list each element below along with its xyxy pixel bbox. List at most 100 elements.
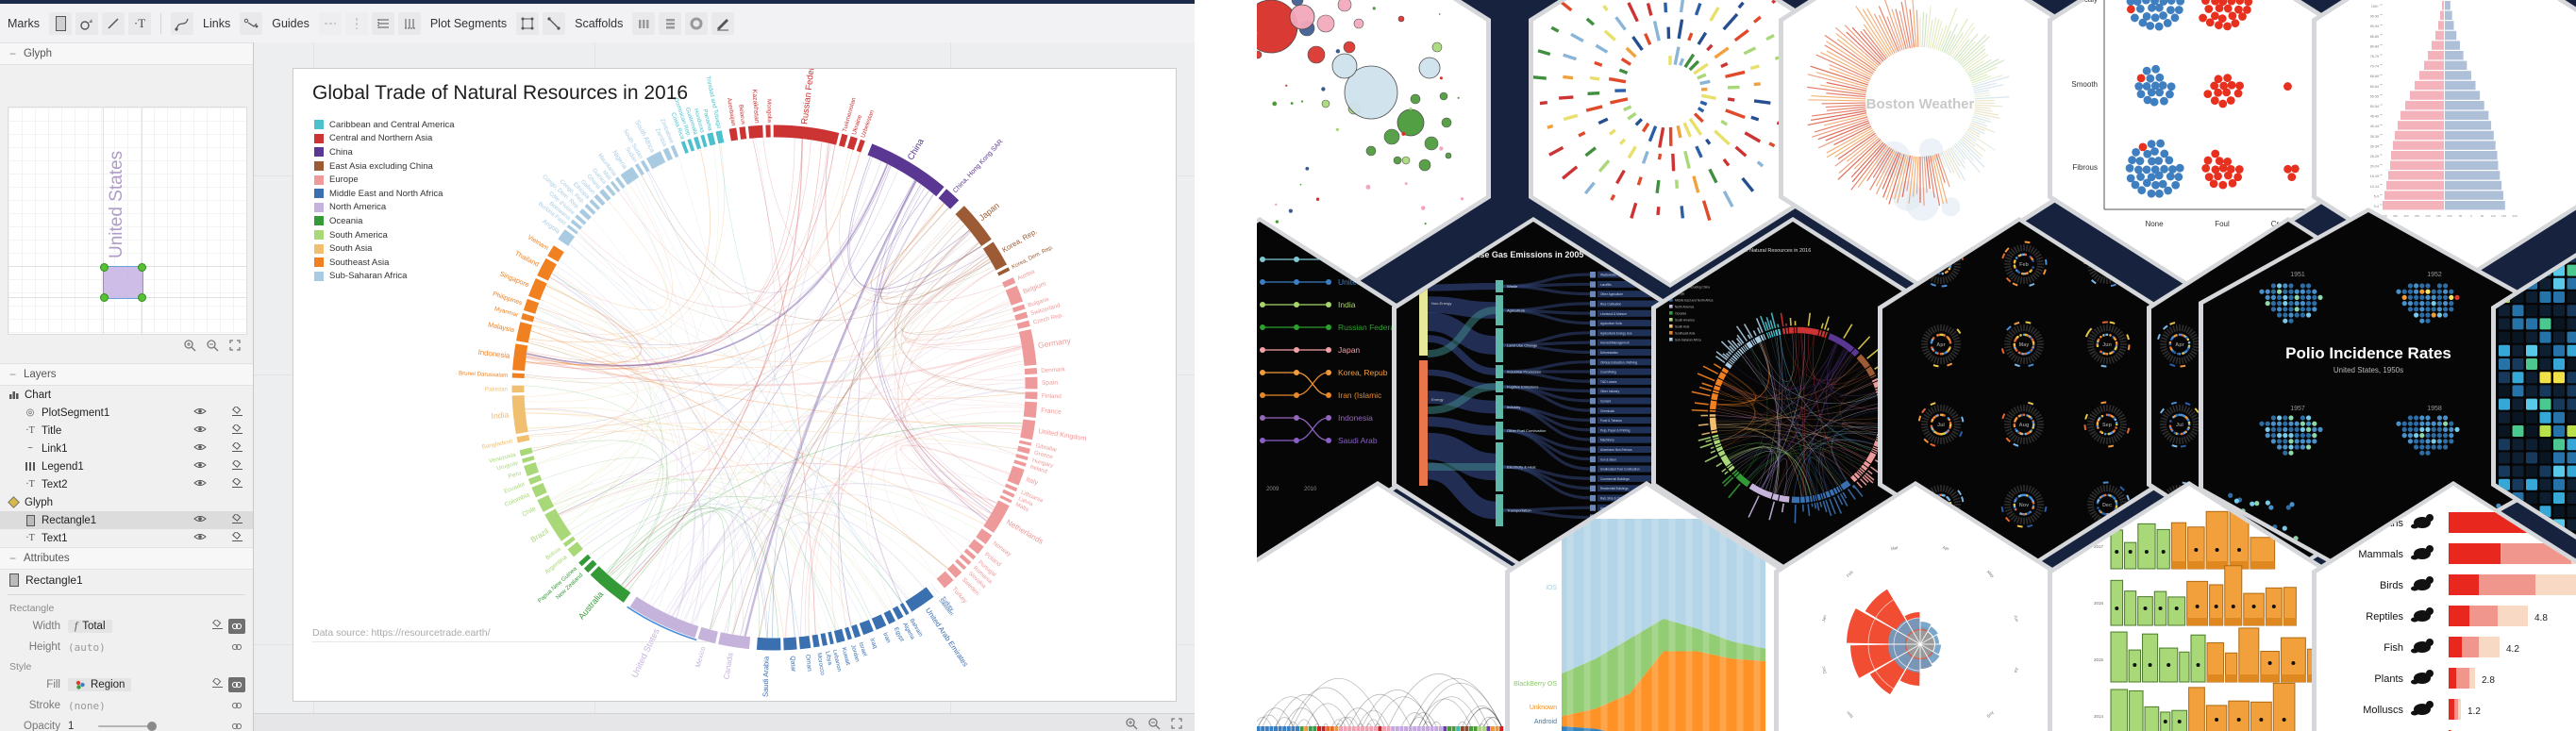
chart-page[interactable]: Global Trade of Natural Resources in 201… bbox=[293, 68, 1177, 702]
layer-row-plotsegment1[interactable]: ◎ PlotSegment1 bbox=[0, 404, 253, 422]
svg-text:Mexico: Mexico bbox=[694, 646, 708, 669]
eraser-icon[interactable] bbox=[231, 476, 243, 491]
visible-eye-icon[interactable] bbox=[193, 424, 207, 437]
data-source-text[interactable]: Data source: https://resourcetrade.earth… bbox=[312, 627, 709, 642]
eraser-icon[interactable] bbox=[211, 618, 224, 633]
visible-eye-icon[interactable] bbox=[193, 514, 207, 526]
legend-item[interactable]: China bbox=[314, 145, 455, 159]
eraser-icon[interactable] bbox=[231, 458, 243, 473]
width-binding-pill[interactable]: f Total bbox=[68, 620, 112, 633]
resize-handle[interactable] bbox=[100, 263, 109, 272]
guide-x-button[interactable] bbox=[318, 11, 342, 35]
visible-eye-icon[interactable] bbox=[193, 532, 207, 544]
svg-text:United Arab Emirates: United Arab Emirates bbox=[924, 606, 970, 669]
bind-data-icon[interactable] bbox=[228, 698, 245, 713]
layer-row-text2[interactable]: ·T Text2 bbox=[0, 475, 253, 493]
visible-eye-icon[interactable] bbox=[193, 460, 207, 473]
bind-data-icon[interactable] bbox=[228, 719, 245, 731]
bind-data-icon[interactable] bbox=[228, 640, 245, 655]
glyph-text-mark[interactable]: United States bbox=[107, 150, 126, 258]
layer-row-rectangle1[interactable]: Rectangle1 bbox=[0, 511, 253, 529]
visible-eye-icon[interactable] bbox=[193, 442, 207, 455]
visible-eye-icon[interactable] bbox=[193, 478, 207, 490]
svg-text:150: 150 bbox=[2436, 214, 2441, 218]
line-icon bbox=[108, 17, 119, 29]
scaffold-polar-button[interactable] bbox=[685, 11, 709, 35]
toolbar: Marks ·T Links Guides Plot Segments Scaf… bbox=[0, 4, 1195, 43]
bind-data-icon[interactable] bbox=[228, 677, 245, 692]
resize-handle[interactable] bbox=[138, 263, 146, 272]
svg-text:Azerbaijan: Azerbaijan bbox=[726, 97, 737, 126]
mark-line-button[interactable] bbox=[102, 11, 125, 35]
zoom-fit-icon[interactable] bbox=[228, 339, 242, 352]
legend-item[interactable]: Central and Northern Asia bbox=[314, 132, 455, 146]
eraser-icon[interactable] bbox=[231, 405, 243, 420]
legend-item[interactable]: Europe bbox=[314, 173, 455, 187]
guide-coordinator-v-button[interactable] bbox=[397, 11, 421, 35]
gallery-tile-sankey[interactable]: World Greenhouse Gas Emissions in 2005 T… bbox=[1397, 222, 1670, 571]
scaffold-curve-button[interactable] bbox=[711, 11, 735, 35]
zoom-out-icon[interactable] bbox=[1147, 717, 1161, 730]
eraser-icon[interactable] bbox=[231, 423, 243, 438]
slider-knob[interactable] bbox=[147, 722, 158, 731]
legend-item[interactable]: North America bbox=[314, 201, 455, 215]
legend-item[interactable]: Middle East and North Africa bbox=[314, 187, 455, 201]
mark-symbol-button[interactable] bbox=[75, 11, 99, 35]
zoom-in-icon[interactable] bbox=[1125, 717, 1138, 730]
plot-segment-line-button[interactable] bbox=[543, 11, 566, 35]
stroke-value[interactable]: (none) bbox=[68, 699, 106, 712]
layers-section-header[interactable]: − Layers bbox=[0, 363, 253, 386]
chart-legend[interactable]: Caribbean and Central America Central and… bbox=[314, 118, 455, 283]
legend-item[interactable]: South America bbox=[314, 228, 455, 242]
collapse-icon: − bbox=[9, 552, 17, 565]
glyph-section-header[interactable]: − Glyph bbox=[0, 42, 253, 65]
links-button[interactable] bbox=[240, 11, 263, 35]
zoom-fit-icon[interactable] bbox=[1170, 717, 1183, 730]
mark-text-button[interactable]: ·T bbox=[128, 11, 152, 35]
resize-handle[interactable] bbox=[100, 293, 109, 302]
plot-segment-2d-button[interactable] bbox=[516, 11, 540, 35]
resize-handle[interactable] bbox=[138, 293, 146, 302]
chart-title[interactable]: Global Trade of Natural Resources in 201… bbox=[312, 82, 689, 104]
chart-canvas[interactable]: Global Trade of Natural Resources in 201… bbox=[254, 42, 1195, 731]
layer-row-legend1[interactable]: Legend1 bbox=[0, 457, 253, 475]
opacity-slider[interactable] bbox=[98, 722, 158, 731]
layer-row-text1[interactable]: ·T Text1 bbox=[0, 529, 253, 547]
bind-data-icon[interactable] bbox=[228, 619, 245, 634]
eraser-icon[interactable] bbox=[211, 676, 224, 691]
gallery-tile-box-series[interactable]: 20172016201520142013 bbox=[2052, 486, 2326, 731]
legend-item[interactable]: Oceania bbox=[314, 214, 455, 228]
mark-anchor-button[interactable] bbox=[171, 11, 194, 35]
legend-item[interactable]: Caribbean and Central America bbox=[314, 118, 455, 132]
legend-item[interactable]: East Asia excluding China bbox=[314, 159, 455, 174]
scaffold-vertical-button[interactable] bbox=[632, 11, 656, 35]
svg-text:Iran (Islamic: Iran (Islamic bbox=[1338, 390, 1382, 400]
guide-y-button[interactable] bbox=[344, 11, 368, 35]
legend-item[interactable]: Sub-Saharan Africa bbox=[314, 270, 455, 284]
layer-row-title[interactable]: ·T Title bbox=[0, 422, 253, 440]
zoom-in-icon[interactable] bbox=[183, 339, 196, 352]
visible-eye-icon[interactable] bbox=[193, 407, 207, 419]
legend-item[interactable]: Southeast Asia bbox=[314, 256, 455, 270]
eraser-icon[interactable] bbox=[231, 440, 243, 456]
attributes-section-header[interactable]: − Attributes bbox=[0, 547, 253, 570]
height-value[interactable]: (auto) bbox=[68, 640, 106, 654]
layer-row-chart[interactable]: Chart bbox=[0, 386, 253, 404]
eraser-icon[interactable] bbox=[231, 530, 243, 545]
opacity-value[interactable]: 1 bbox=[68, 721, 75, 731]
fill-binding-pill[interactable]: Region bbox=[68, 678, 132, 691]
guide-coordinator-h-button[interactable] bbox=[371, 11, 394, 35]
layer-row-glyph[interactable]: Glyph bbox=[0, 493, 253, 511]
eraser-icon[interactable] bbox=[231, 512, 243, 527]
zoom-out-icon[interactable] bbox=[206, 339, 219, 352]
scaffold-horizontal-button[interactable] bbox=[659, 11, 682, 35]
glyph-editor[interactable]: United States bbox=[8, 107, 247, 335]
legend-item[interactable]: South Asia bbox=[314, 241, 455, 256]
svg-text:2017: 2017 bbox=[2409, 0, 2445, 4]
mark-rectangle-button[interactable] bbox=[49, 11, 73, 35]
glyph-rectangle-mark[interactable] bbox=[103, 266, 143, 299]
svg-text:Mongolia: Mongolia bbox=[765, 99, 773, 124]
layer-row-link1[interactable]: ~ Link1 bbox=[0, 440, 253, 457]
text-icon: ·T bbox=[25, 479, 35, 490]
